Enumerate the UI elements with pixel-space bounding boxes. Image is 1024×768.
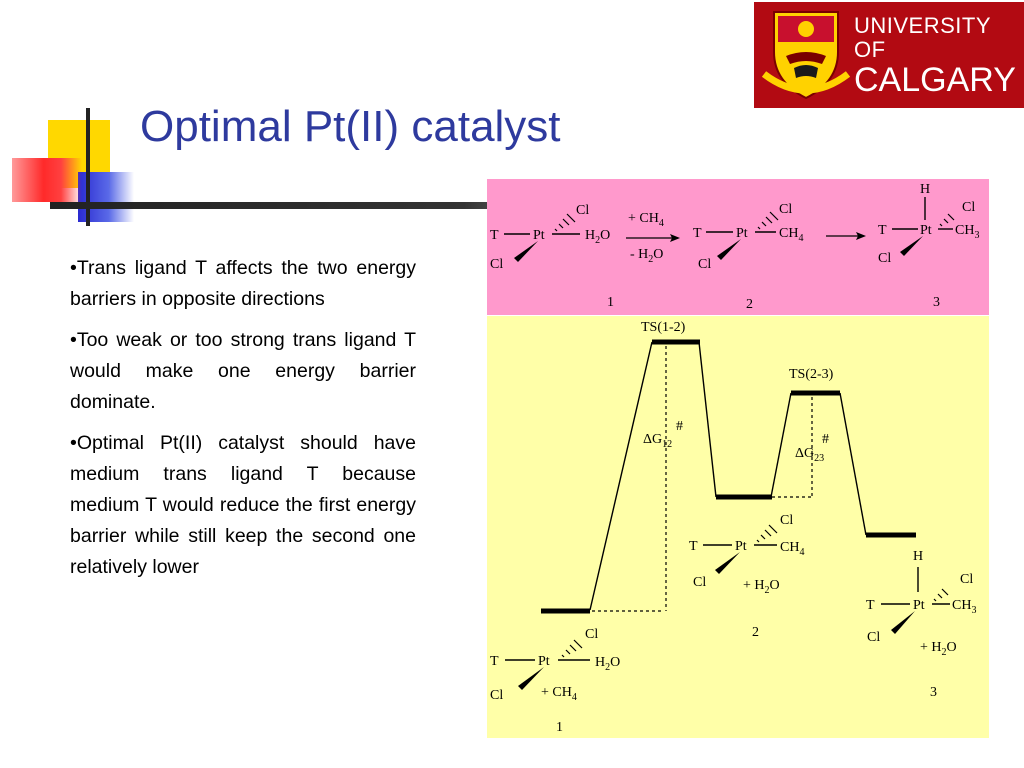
metal-Pt: Pt — [736, 226, 748, 241]
wedge-bond — [518, 667, 544, 690]
label-dG12: ΔG12 — [643, 432, 672, 450]
ligand-T: T — [689, 539, 698, 554]
arrow-head-icon — [670, 234, 680, 242]
hashed-bond — [554, 213, 576, 232]
metal-Pt: Pt — [913, 598, 925, 613]
wedge-bond — [891, 611, 915, 634]
decoration-vertical-line — [86, 108, 90, 226]
ligand-H2O: H2O — [595, 655, 620, 673]
logo-line-2: CALGARY — [854, 61, 1016, 99]
energy-diagram-panel — [487, 316, 989, 738]
decoration-red-square — [12, 158, 82, 202]
bullet-item: •Too weak or too strong trans ligand T w… — [70, 329, 416, 413]
ligand-H: H — [913, 549, 923, 564]
svg-text:+ CH4: + CH4 — [628, 211, 664, 229]
ligand-Cl: Cl — [585, 627, 598, 642]
plus-h2o: + H2O — [920, 640, 957, 658]
species-3-bottom: H T Pt CH3 Cl Cl + H2O 3 — [866, 549, 976, 700]
wedge-bond — [715, 552, 740, 574]
ligand-H: H — [920, 182, 930, 197]
label-ts12: TS(1-2) — [641, 320, 686, 335]
ligand-CH3: CH3 — [952, 598, 976, 616]
ligand-Cl: Cl — [576, 203, 589, 218]
ligand-Cl: Cl — [878, 251, 891, 266]
hashed-bond — [933, 588, 949, 602]
arrow-2-3 — [826, 232, 866, 240]
ligand-T: T — [878, 223, 887, 238]
species-3-top: H T Pt CH3 Cl Cl 3 — [878, 182, 979, 310]
ligand-Cl: Cl — [960, 572, 973, 587]
ligand-CH4: CH4 — [779, 226, 803, 244]
university-logo — [754, 2, 1024, 108]
ligand-Cl: Cl — [490, 688, 503, 703]
species-2-bottom: T Pt CH4 Cl Cl + H2O 2 — [689, 513, 804, 640]
label-dG23-sup: # — [822, 432, 829, 447]
hashed-bond — [756, 524, 778, 543]
crest-icon — [761, 11, 851, 100]
plus-ch4: + CH4 — [541, 685, 577, 703]
ligand-Cl: Cl — [780, 513, 793, 528]
species-number: 1 — [556, 720, 563, 735]
ligand-Cl: Cl — [962, 200, 975, 215]
ligand-Cl: Cl — [779, 202, 792, 217]
ligand-Cl: Cl — [490, 257, 503, 272]
metal-Pt: Pt — [735, 539, 747, 554]
bullet-item: •Optimal Pt(II) catalyst should have med… — [70, 432, 416, 578]
species-1-bottom: T Pt H2O Cl Cl + CH4 1 — [490, 627, 620, 735]
bullet-list: •Trans ligand T affects the two energy b… — [70, 253, 416, 593]
ligand-T: T — [490, 654, 499, 669]
ligand-Cl: Cl — [698, 257, 711, 272]
metal-Pt: Pt — [538, 654, 550, 669]
ligand-H2O: H2O — [585, 228, 610, 246]
chemistry-figure: T Pt H2O Cl Cl 1 + CH4 - H2O T Pt CH4 — [490, 182, 979, 735]
species-number: 1 — [607, 295, 614, 310]
ligand-Cl: Cl — [867, 630, 880, 645]
slide-title: Optimal Pt(II) catalyst — [140, 102, 561, 151]
hashed-bond — [757, 211, 779, 230]
species-1-top: T Pt H2O Cl Cl 1 — [490, 203, 614, 310]
species-number: 3 — [933, 295, 940, 310]
hashed-bond — [561, 639, 583, 658]
wedge-bond — [900, 236, 923, 256]
ligand-T: T — [490, 228, 499, 243]
ligand-T: T — [693, 226, 702, 241]
ligand-Cl: Cl — [693, 575, 706, 590]
label-dG12-sup: # — [676, 419, 683, 434]
ligand-CH3: CH3 — [955, 223, 979, 241]
label-dG23: ΔG23 — [795, 446, 824, 464]
logo-line-1: UNIVERSITY OF — [854, 13, 991, 62]
arrow-head-icon — [856, 232, 866, 240]
ligand-CH4: CH4 — [780, 540, 804, 558]
ligand-T: T — [866, 598, 875, 613]
svg-text:- H2O: - H2O — [630, 247, 663, 265]
logo-wordmark: UNIVERSITY OF CALGARY — [854, 13, 1024, 99]
species-number: 3 — [930, 685, 937, 700]
hashed-bond — [939, 213, 955, 227]
label-ts23: TS(2-3) — [789, 367, 834, 382]
species-2-top: T Pt CH4 Cl Cl 2 — [693, 202, 803, 312]
plus-h2o: + H2O — [743, 578, 780, 596]
metal-Pt: Pt — [533, 228, 545, 243]
arrow-1-2: + CH4 - H2O — [626, 211, 680, 265]
metal-Pt: Pt — [920, 223, 932, 238]
wedge-bond — [514, 241, 538, 262]
species-number: 2 — [746, 297, 753, 312]
reaction-scheme-panel — [487, 179, 989, 315]
bullet-item: •Trans ligand T affects the two energy b… — [70, 257, 416, 310]
wedge-bond — [717, 239, 741, 260]
energy-profile: TS(1-2) TS(2-3) ΔG12 # ΔG23 # — [541, 320, 916, 614]
species-number: 2 — [752, 625, 759, 640]
